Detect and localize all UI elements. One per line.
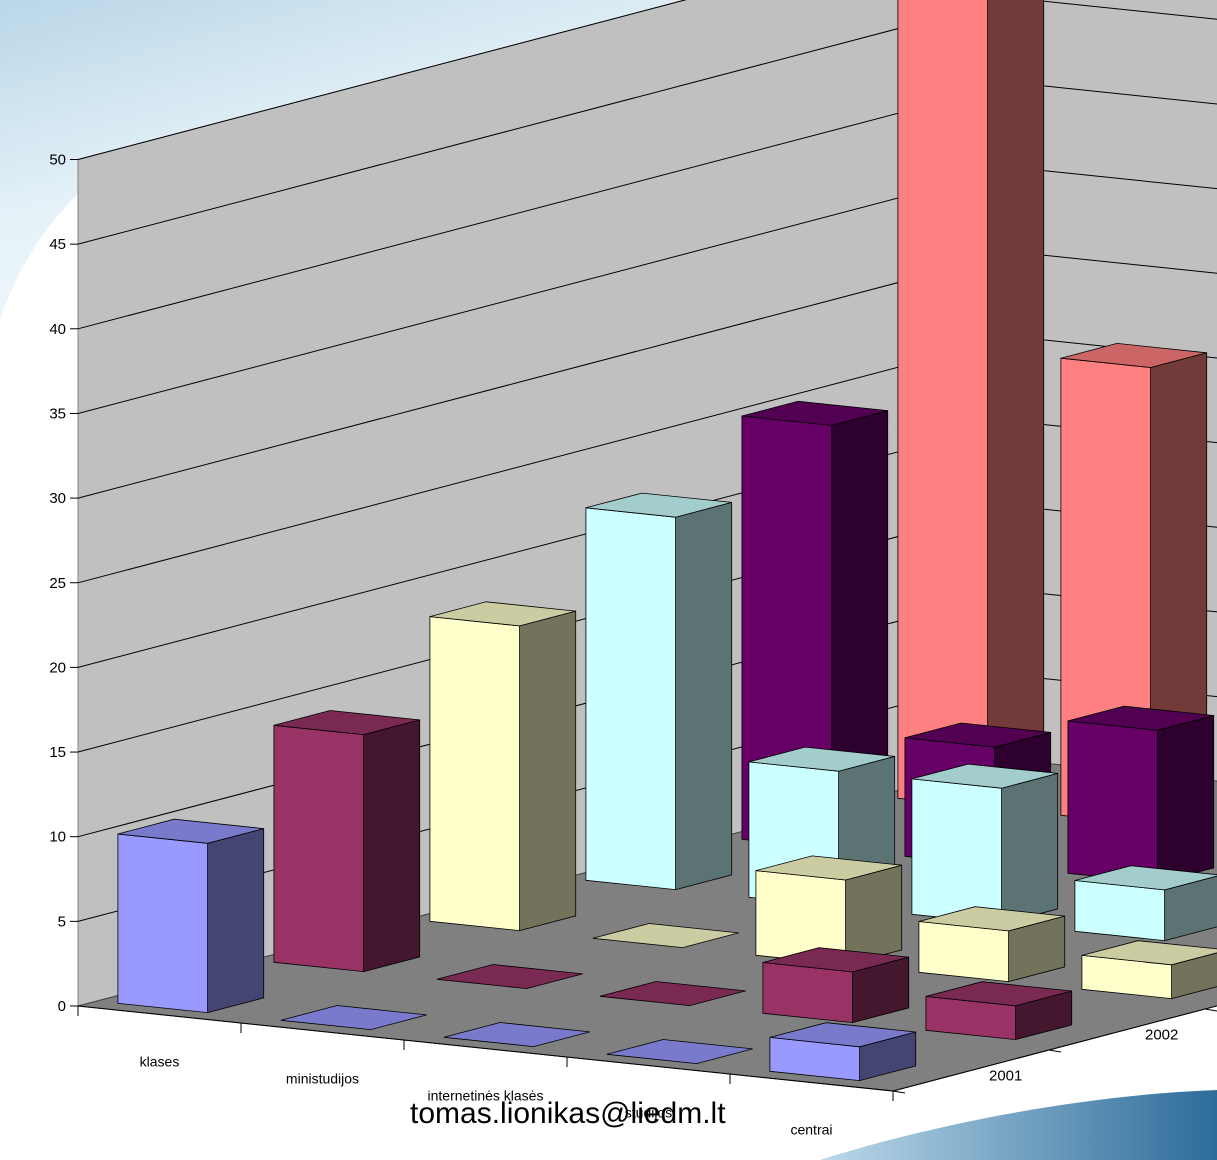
bar (769, 1022, 917, 1082)
series-tick-mark (1204, 1008, 1217, 1012)
series-label: 2001 (989, 1068, 1022, 1085)
x-tick-label: internetinės klasės (428, 1088, 544, 1104)
y-tick-label: 10 (49, 829, 66, 846)
bars (117, 0, 1217, 1082)
series-tick-mark (892, 1090, 906, 1094)
y-tick-label: 20 (49, 659, 66, 676)
y-tick-label: 50 (49, 152, 66, 169)
bar (599, 981, 746, 1007)
y-tick-label: 45 (49, 236, 66, 253)
x-tick-label: studijos (625, 1105, 672, 1121)
bar (1081, 940, 1217, 1000)
bar (1067, 705, 1215, 884)
footer-email: tomas.lionikas@liedm.lt (410, 1097, 726, 1130)
bar (273, 710, 421, 973)
y-tick-label: 30 (49, 490, 66, 507)
y-axis-ticks: 0 5 10 15 20 25 30 35 40 45 50 (49, 152, 78, 1015)
y-tick-label: 25 (49, 575, 66, 592)
bar (429, 601, 577, 932)
x-tick-label: klases (140, 1054, 180, 1070)
y-tick-label: 5 (58, 913, 66, 930)
bar (755, 855, 903, 966)
bar (117, 818, 265, 1014)
background-swoosh-top (0, 0, 1217, 320)
y-tick-label: 15 (49, 744, 66, 761)
bar (443, 1022, 590, 1048)
bar (897, 0, 1045, 809)
bar (585, 492, 733, 891)
bar (592, 923, 739, 949)
gridline (77, 0, 1217, 245)
series-label: 2002 (1145, 1027, 1178, 1044)
bar (280, 1005, 427, 1031)
bar (925, 981, 1073, 1041)
x-axis-line (77, 1005, 894, 1092)
bar (741, 400, 889, 850)
y-tick-label: 35 (49, 405, 66, 422)
x-tick-label: centrai (790, 1122, 832, 1138)
bar (918, 906, 1066, 983)
background-swoosh-bottom (820, 1090, 1217, 1160)
series-axis: 200120022003200420052006 (892, 1005, 1217, 1094)
bar (762, 947, 910, 1024)
bar (606, 1039, 753, 1065)
gridline (77, 0, 687, 160)
series-tick-mark (1048, 1049, 1062, 1053)
category-axis: klases ministudijos internetinės klasės stu… (77, 1005, 894, 1138)
y-tick-label: 0 (58, 998, 66, 1015)
bar (911, 763, 1059, 925)
bar (1074, 865, 1217, 942)
x-tick-label: ministudijos (286, 1071, 359, 1087)
bar (436, 964, 583, 990)
y-tick-label: 40 (49, 321, 66, 338)
